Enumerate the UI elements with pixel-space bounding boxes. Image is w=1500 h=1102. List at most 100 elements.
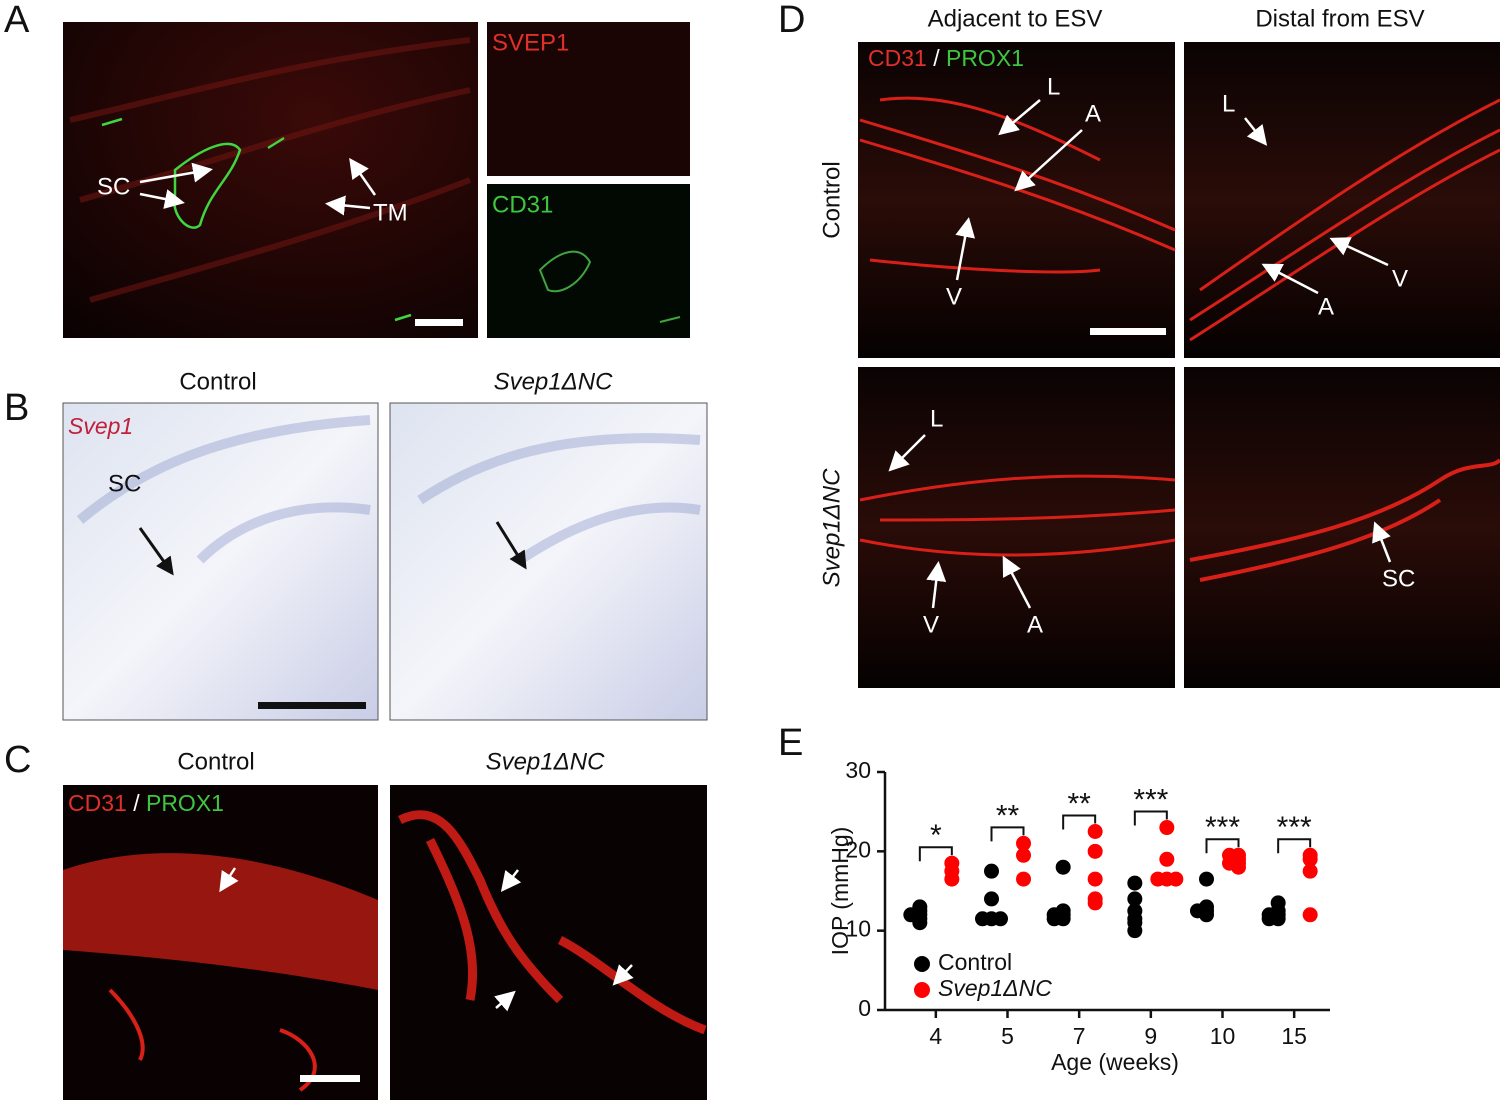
stain-label-part: PROX1 — [146, 790, 224, 816]
data-point — [912, 903, 928, 919]
data-point — [1302, 907, 1318, 923]
stain-label: CD31 / PROX1 — [868, 45, 1024, 71]
column-title: Adjacent to ESV — [928, 5, 1103, 32]
data-point — [993, 911, 1008, 927]
data-point — [1199, 907, 1214, 923]
annotation: V — [1392, 265, 1408, 292]
arrow — [500, 869, 522, 892]
micrograph — [1184, 42, 1500, 358]
x-axis-label: Age (weeks) — [1051, 1049, 1179, 1075]
data-point — [1046, 911, 1062, 927]
arrow — [1261, 263, 1319, 295]
significance-label: ** — [996, 799, 1020, 832]
annotation: L — [1047, 73, 1060, 100]
annotation: L — [930, 405, 943, 432]
significance-label: *** — [1205, 811, 1240, 844]
channel-label: CD31 — [492, 191, 553, 218]
data-point — [1016, 871, 1031, 887]
arrow — [1329, 237, 1389, 267]
y-tick-label: 20 — [845, 836, 871, 862]
micrograph — [487, 22, 690, 176]
micrograph — [1184, 367, 1500, 688]
panel-title: Control — [177, 748, 254, 775]
panel-letter: B — [4, 387, 29, 429]
panel-letter: A — [4, 0, 30, 41]
stain-label: CD31 / PROX1 — [68, 790, 224, 816]
vessel — [859, 474, 1176, 557]
scale-bar — [415, 319, 463, 326]
data-point — [1087, 895, 1103, 911]
micrograph — [390, 785, 707, 1100]
data-point — [1199, 871, 1214, 887]
vessel-outline — [101, 117, 412, 322]
annotation: V — [946, 283, 962, 310]
row-title: Control — [818, 161, 845, 238]
tissue — [69, 37, 472, 303]
stain-label-part: CD31 — [868, 45, 927, 71]
x-tick-label: 5 — [1001, 1023, 1014, 1049]
vessel — [859, 96, 1176, 274]
arrow — [1244, 117, 1268, 146]
vessel-outline — [538, 250, 681, 323]
data-point — [1087, 824, 1103, 839]
panel-letter: D — [778, 0, 805, 41]
annotation: SC — [97, 173, 130, 200]
arrow — [926, 561, 947, 609]
arrow — [1002, 555, 1032, 609]
vessel — [63, 853, 378, 990]
x-tick-label: 10 — [1210, 1023, 1236, 1049]
data-point — [984, 863, 999, 879]
significance-bracket — [918, 846, 953, 862]
panel-letter: E — [778, 722, 803, 764]
micrograph — [858, 42, 1175, 358]
y-axis-label: IOP (mmHg) — [827, 827, 853, 956]
arrow — [955, 217, 976, 281]
annotation: SC — [1382, 565, 1415, 592]
significance-bracket — [990, 826, 1025, 842]
arrow — [1014, 129, 1083, 192]
vessel — [1189, 458, 1500, 582]
stain-label-part: / — [133, 790, 140, 816]
data-point — [1055, 859, 1071, 875]
x-tick-label: 9 — [1144, 1023, 1157, 1049]
channel-label: SVEP1 — [492, 29, 569, 56]
scale-bar — [300, 1075, 360, 1082]
annotation: A — [1318, 293, 1334, 320]
data-point — [1159, 851, 1175, 867]
y-tick-label: 30 — [845, 757, 871, 783]
legend-label: Control — [938, 949, 1012, 975]
annotation: TM — [373, 199, 408, 226]
stain-label-part: PROX1 — [946, 45, 1024, 71]
data-point — [984, 891, 999, 907]
stain-label-part: CD31 — [68, 790, 127, 816]
legend-marker — [914, 956, 930, 972]
significance-label: * — [930, 819, 942, 852]
data-point — [1261, 907, 1277, 923]
row-title: Svep1ΔNC — [818, 468, 845, 587]
data-point — [1016, 835, 1031, 851]
micrograph — [62, 402, 379, 721]
y-tick-label: 0 — [858, 995, 871, 1021]
arrow — [139, 162, 213, 184]
micrograph — [858, 367, 1175, 688]
data-point — [1016, 847, 1031, 863]
arrow — [138, 527, 174, 576]
arrow — [998, 99, 1041, 136]
significance-label: ** — [1067, 787, 1091, 820]
arrow — [349, 157, 377, 196]
data-point — [1087, 871, 1103, 887]
data-point — [1127, 875, 1143, 891]
data-point — [944, 863, 960, 879]
chart: 0 10 20 30 IOP (mmHg) Age (weeks) 4 * 5 ** 7 ** 9 ***… — [827, 757, 1330, 1075]
arrow — [495, 521, 527, 570]
annotation: SC — [108, 470, 141, 497]
significance-bracket — [1205, 838, 1240, 854]
significance-label: *** — [1133, 783, 1168, 816]
panel-letter: C — [4, 739, 31, 781]
data-point — [1302, 863, 1318, 879]
data-point — [1231, 851, 1246, 867]
stain-label: Svep1 — [68, 413, 133, 439]
significance-bracket — [1062, 814, 1097, 830]
data-point — [1159, 820, 1175, 836]
